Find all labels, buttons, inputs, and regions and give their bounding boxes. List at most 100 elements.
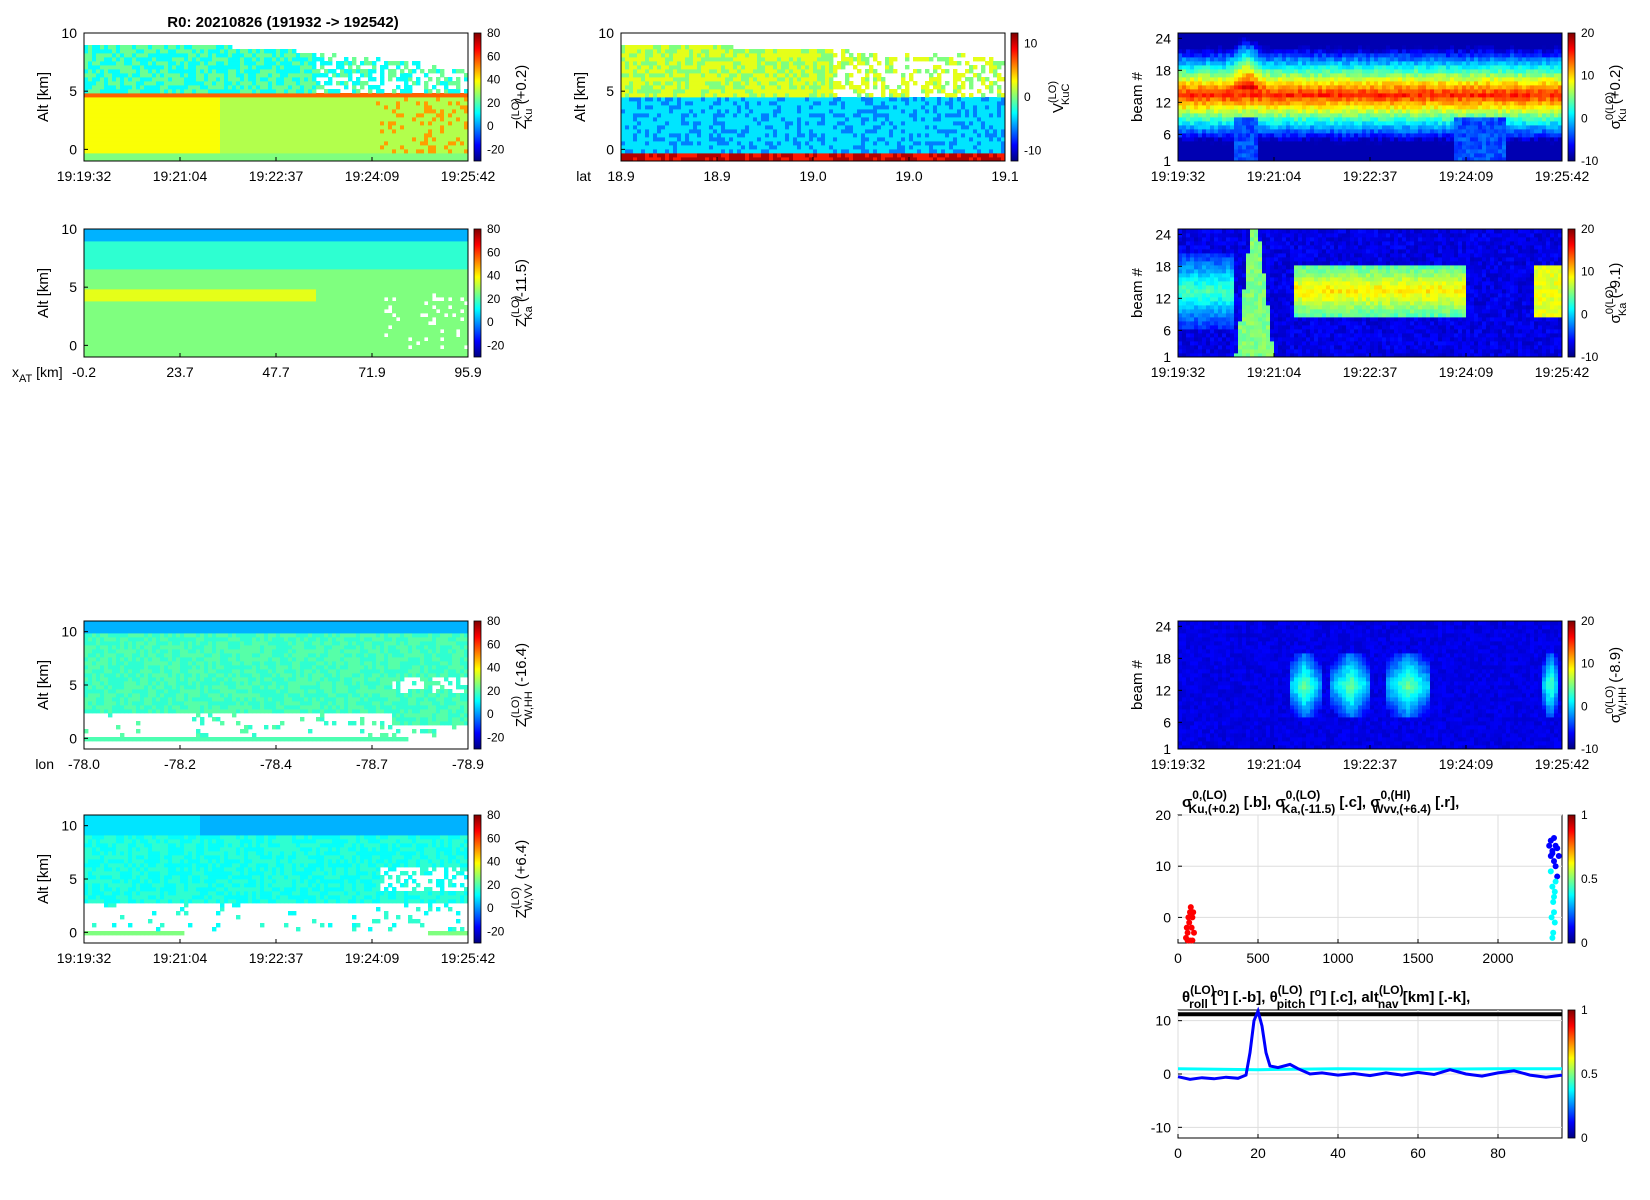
heat-cell: [248, 121, 253, 126]
heat-cell: [1178, 137, 1183, 142]
heat-cell: [845, 149, 850, 154]
heat-cell: [657, 61, 662, 66]
heat-cell: [653, 137, 658, 142]
heat-cell: [641, 105, 646, 110]
heat-cell: [340, 129, 345, 134]
heat-cell: [697, 85, 702, 90]
heat-cell: [685, 133, 690, 138]
heat-cell: [653, 113, 658, 118]
heat-cell: [116, 89, 121, 94]
heat-cell: [192, 153, 197, 158]
heat-cell: [673, 105, 678, 110]
heat-cell: [641, 57, 646, 62]
heat-cell: [412, 109, 417, 114]
heat-cell: [224, 61, 229, 66]
heat-cell: [240, 117, 245, 122]
heat-cell: [801, 49, 806, 54]
heat-cell: [344, 85, 349, 90]
heat-cell: [941, 109, 946, 114]
heat-cell: [661, 137, 666, 142]
heat-cell: [432, 141, 437, 146]
heat-cell: [180, 105, 185, 110]
heat-cell: [865, 141, 870, 146]
heat-cell: [376, 85, 381, 90]
y-tick-label: 5: [69, 83, 77, 99]
heat-cell: [681, 109, 686, 114]
heat-cell: [212, 77, 217, 82]
heat-cell: [444, 105, 449, 110]
heat-cell: [633, 141, 638, 146]
heat-cell: [196, 93, 201, 98]
heat-cell: [937, 141, 942, 146]
heat-cell: [761, 137, 766, 142]
heat-cell: [877, 97, 882, 102]
heat-cell: [689, 73, 694, 78]
heat-cell: [861, 105, 866, 110]
heat-cell: [645, 141, 650, 146]
heat-cell: [304, 69, 309, 74]
heat-cell: [176, 85, 181, 90]
heat-cell: [981, 77, 986, 82]
heat-cell: [292, 109, 297, 114]
heat-cell: [997, 117, 1002, 122]
heat-cell: [284, 125, 289, 130]
heat-cell: [220, 109, 225, 114]
heat-cell: [909, 145, 914, 150]
heat-cell: [873, 85, 878, 90]
heat-cell: [388, 141, 393, 146]
heat-cell: [977, 89, 982, 94]
heat-cell: [1182, 149, 1187, 154]
heat-cell: [805, 93, 810, 98]
heat-cell: [300, 121, 305, 126]
heat-cell: [156, 105, 161, 110]
heat-cell: [96, 145, 101, 150]
heat-cell: [188, 105, 193, 110]
heat-cell: [404, 85, 409, 90]
heat-cell: [424, 149, 429, 154]
heat-cell: [733, 97, 738, 102]
heat-cell: [136, 73, 141, 78]
heat-cell: [260, 77, 265, 82]
heat-cell: [681, 133, 686, 138]
heat-cell: [721, 117, 726, 122]
heat-cell: [961, 137, 966, 142]
heat-cell: [729, 85, 734, 90]
heat-cell: [805, 65, 810, 70]
heat-cell: [292, 133, 297, 138]
heat-cell: [905, 57, 910, 62]
heat-cell: [256, 65, 261, 70]
heat-cell: [973, 73, 978, 78]
heat-cell: [1178, 57, 1183, 62]
heat-cell: [965, 121, 970, 126]
heat-cell: [104, 125, 109, 130]
heat-cell: [665, 81, 670, 86]
heat-cell: [653, 85, 658, 90]
heat-cell: [757, 125, 762, 130]
heat-cell: [240, 149, 245, 154]
heat-cell: [268, 145, 273, 150]
heat-cell: [160, 97, 165, 102]
heat-cell: [657, 77, 662, 82]
heat-cell: [681, 121, 686, 126]
heat-cell: [621, 49, 626, 54]
heat-cell: [288, 65, 293, 70]
heat-cell: [288, 137, 293, 142]
heat-cell: [92, 157, 97, 162]
heat-cell: [961, 105, 966, 110]
heat-cell: [304, 77, 309, 82]
heat-cell: [360, 97, 365, 102]
heat-cell: [100, 69, 105, 74]
heat-cell: [152, 85, 157, 90]
heat-cell: [336, 89, 341, 94]
heat-cell: [192, 81, 197, 86]
heat-cell: [376, 153, 381, 158]
heat-cell: [448, 93, 453, 98]
heat-cell: [725, 97, 730, 102]
heat-cell: [192, 137, 197, 142]
heat-cell: [280, 109, 285, 114]
heat-cell: [236, 93, 241, 98]
heat-cell: [909, 125, 914, 130]
heat-cell: [420, 109, 425, 114]
heat-cell: [144, 125, 149, 130]
heat-cell: [280, 49, 285, 54]
